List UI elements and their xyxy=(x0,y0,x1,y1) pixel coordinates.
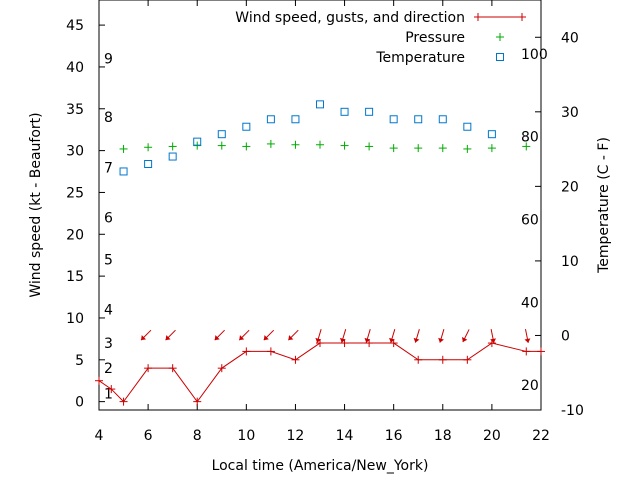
plot-frame xyxy=(98,0,542,411)
y2-tick-label: 40 xyxy=(561,30,579,46)
y-tick-label: 5 xyxy=(75,353,84,369)
wind-direction-arrowhead xyxy=(165,335,171,341)
x-tick-label: 6 xyxy=(144,428,153,444)
y2-tick-label: 30 xyxy=(561,105,579,121)
temperature-point xyxy=(119,167,128,176)
fahrenheit-tick-label: 40 xyxy=(521,295,539,311)
beaufort-label: 5 xyxy=(104,252,113,268)
x-tick-label: 8 xyxy=(193,428,202,444)
y-tick-label: 45 xyxy=(66,18,84,34)
y2-tick-label: -10 xyxy=(561,403,584,419)
wind-direction-arrowhead xyxy=(438,337,444,343)
legend-label-temperature: Temperature xyxy=(375,50,465,66)
legend-swatch-temperature xyxy=(496,53,504,61)
fahrenheit-tick-label: 100 xyxy=(521,47,548,63)
x-tick-label: 18 xyxy=(434,428,452,444)
temperature-point xyxy=(389,115,398,124)
beaufort-label: 9 xyxy=(104,52,113,68)
y-tick-label: 25 xyxy=(66,185,84,201)
y2-tick-label: 10 xyxy=(561,254,579,270)
y-tick-label: 0 xyxy=(75,395,84,411)
temperature-point xyxy=(487,130,496,139)
temperature-point xyxy=(365,107,374,116)
x-tick-label: 16 xyxy=(385,428,403,444)
temperature-point xyxy=(414,115,423,124)
axis-ticks: 4 6 8 10 12 14 16 18 20 22051015202530354045-1001… xyxy=(66,0,584,444)
x-axis-title: Local time (America/New_York) xyxy=(212,458,429,474)
wind-direction-arrowhead xyxy=(141,335,146,341)
fahrenheit-tick-label: 60 xyxy=(521,212,539,228)
x-tick-label: 12 xyxy=(287,428,305,444)
series-group xyxy=(95,100,545,406)
wind-direction-arrowhead xyxy=(461,337,468,342)
temperature-point xyxy=(217,130,226,139)
x-tick-label: 10 xyxy=(237,428,255,444)
wind-direction-arrowhead xyxy=(490,338,497,343)
beaufort-label: 4 xyxy=(104,303,113,319)
temperature-point xyxy=(316,100,324,109)
fahrenheit-tick-label: 80 xyxy=(521,130,539,146)
legend: Wind speed, gusts, and direction Pressure… xyxy=(235,10,526,66)
temperature-point xyxy=(463,122,472,131)
wind-direction-arrowhead xyxy=(263,335,269,341)
beaufort-label: 1 xyxy=(104,386,113,402)
beaufort-label: 8 xyxy=(104,110,113,126)
x-tick-label: 22 xyxy=(532,428,550,444)
temperature-point xyxy=(242,122,251,131)
beaufort-label: 7 xyxy=(104,160,113,176)
y-tick-label: 10 xyxy=(66,311,84,327)
x-tick-label: 4 xyxy=(95,428,104,444)
y2-axis-title: Temperature (C - F) xyxy=(596,137,612,274)
y2-tick-label: 20 xyxy=(561,179,579,195)
fahrenheit-tick-label: 20 xyxy=(521,378,539,394)
y-tick-label: 35 xyxy=(66,102,84,118)
legend-label-wind: Wind speed, gusts, and direction xyxy=(235,10,465,26)
wind-direction-arrowhead xyxy=(524,338,531,343)
temperature-point xyxy=(291,115,300,124)
wind-direction-arrowhead xyxy=(339,337,346,343)
wind-direction-arrowhead xyxy=(389,337,395,343)
beaufort-label: 2 xyxy=(104,361,113,377)
y-axis-title: Wind speed (kt - Beaufort) xyxy=(28,112,44,297)
temperature-point xyxy=(340,107,349,116)
wind-direction-arrowhead xyxy=(288,335,294,341)
wind-direction-arrowhead xyxy=(214,335,220,341)
temperature-point xyxy=(266,115,275,124)
x-tick-label: 20 xyxy=(483,428,501,444)
y-tick-label: 30 xyxy=(66,144,84,160)
wind-speed-line xyxy=(98,342,541,403)
wind-direction-arrowhead xyxy=(315,337,322,343)
temperature-point xyxy=(168,152,177,161)
beaufort-label: 3 xyxy=(104,336,113,352)
beaufort-label: 6 xyxy=(104,211,113,227)
y2-tick-label: 0 xyxy=(561,328,570,344)
wind-direction-arrowhead xyxy=(413,337,420,343)
temperature-point xyxy=(144,160,153,168)
y-tick-label: 15 xyxy=(66,269,84,285)
x-tick-label: 14 xyxy=(336,428,354,444)
y-tick-label: 20 xyxy=(66,227,84,243)
temperature-point xyxy=(193,137,202,146)
temperature-point xyxy=(438,115,447,124)
wind-direction-arrowhead xyxy=(239,335,245,341)
wind-direction-arrowhead xyxy=(364,337,371,343)
legend-label-pressure: Pressure xyxy=(405,30,465,46)
y-tick-label: 40 xyxy=(66,60,84,76)
